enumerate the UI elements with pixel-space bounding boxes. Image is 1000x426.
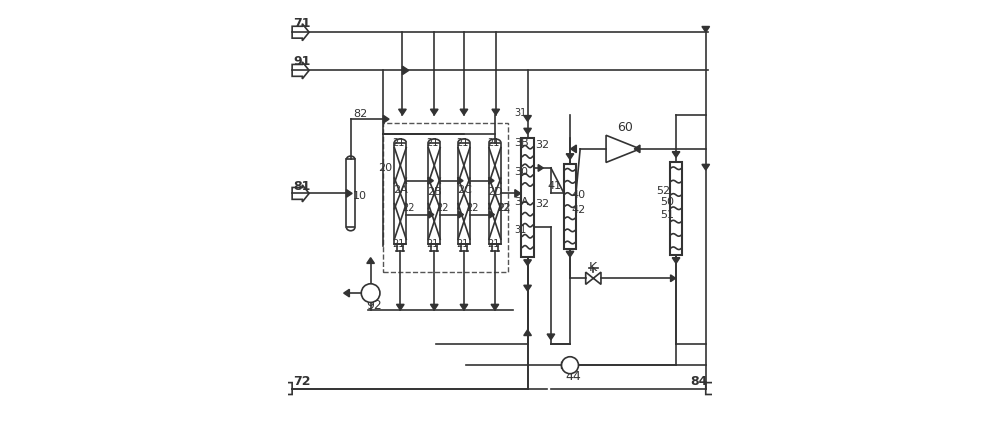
Text: 30: 30 <box>514 167 528 177</box>
Polygon shape <box>430 110 438 115</box>
Text: 21: 21 <box>487 239 500 249</box>
Polygon shape <box>428 178 433 184</box>
Polygon shape <box>634 146 640 153</box>
Polygon shape <box>460 110 468 115</box>
Text: 3A: 3A <box>514 196 529 207</box>
Polygon shape <box>524 260 531 266</box>
Text: 41: 41 <box>548 181 562 190</box>
Text: 21: 21 <box>393 137 405 147</box>
Polygon shape <box>524 285 531 291</box>
Polygon shape <box>547 334 555 340</box>
Bar <box>346 160 355 228</box>
Polygon shape <box>702 165 710 171</box>
Bar <box>521 139 534 257</box>
Text: 22: 22 <box>402 203 415 213</box>
Text: 50: 50 <box>660 196 674 207</box>
Text: 20: 20 <box>378 163 392 173</box>
Polygon shape <box>565 190 570 197</box>
Text: 2C: 2C <box>458 184 472 194</box>
Polygon shape <box>460 305 468 311</box>
Text: 42: 42 <box>571 205 586 215</box>
Polygon shape <box>492 110 500 115</box>
Text: 71: 71 <box>293 17 310 30</box>
Text: 92: 92 <box>366 298 382 311</box>
Text: 2A: 2A <box>393 184 408 194</box>
Polygon shape <box>571 146 576 153</box>
Polygon shape <box>429 212 434 219</box>
Polygon shape <box>399 110 406 115</box>
Polygon shape <box>606 136 640 163</box>
Bar <box>458 143 470 245</box>
Polygon shape <box>672 152 680 158</box>
Text: 51: 51 <box>660 209 674 219</box>
Polygon shape <box>292 25 309 42</box>
Text: 44: 44 <box>566 369 582 382</box>
Polygon shape <box>402 67 409 75</box>
Text: 10: 10 <box>352 190 366 200</box>
Polygon shape <box>671 275 676 282</box>
Text: 3B: 3B <box>514 137 529 147</box>
Polygon shape <box>566 154 574 160</box>
Polygon shape <box>458 178 463 184</box>
Polygon shape <box>430 305 438 311</box>
Text: 2D: 2D <box>487 187 503 197</box>
Bar <box>670 162 682 255</box>
Text: 21: 21 <box>427 137 439 147</box>
Text: 52: 52 <box>656 186 670 196</box>
Text: 32: 32 <box>535 199 549 209</box>
Polygon shape <box>344 290 349 297</box>
Polygon shape <box>292 185 309 202</box>
Text: 31: 31 <box>514 108 527 118</box>
Polygon shape <box>491 305 499 311</box>
Circle shape <box>562 357 578 374</box>
Polygon shape <box>586 273 601 285</box>
Polygon shape <box>489 178 494 184</box>
Text: 82: 82 <box>354 109 368 118</box>
Polygon shape <box>702 27 710 33</box>
Text: 32: 32 <box>535 139 549 150</box>
Text: 40: 40 <box>571 190 585 199</box>
Bar <box>489 143 501 245</box>
Text: 21: 21 <box>393 239 405 249</box>
Polygon shape <box>458 212 464 219</box>
Circle shape <box>361 284 380 303</box>
Text: 91: 91 <box>293 55 310 68</box>
Text: 72: 72 <box>293 374 310 387</box>
Text: 81: 81 <box>293 180 310 193</box>
Polygon shape <box>562 362 567 369</box>
Text: 22: 22 <box>497 203 510 213</box>
Polygon shape <box>489 212 494 219</box>
Text: 22: 22 <box>466 203 479 213</box>
Bar <box>564 164 576 249</box>
Text: 22: 22 <box>436 203 449 213</box>
Text: 22: 22 <box>498 203 510 213</box>
Text: 21: 21 <box>456 239 469 249</box>
Text: 84: 84 <box>690 374 707 387</box>
Polygon shape <box>529 225 534 231</box>
Text: 2B: 2B <box>427 187 442 197</box>
Polygon shape <box>515 190 521 198</box>
Text: 60: 60 <box>617 121 633 133</box>
Polygon shape <box>566 252 574 257</box>
Polygon shape <box>706 380 723 397</box>
Text: K: K <box>589 260 597 273</box>
Polygon shape <box>396 305 404 311</box>
Polygon shape <box>524 330 531 336</box>
Polygon shape <box>524 129 531 135</box>
Bar <box>428 143 440 245</box>
Bar <box>383 124 508 272</box>
Polygon shape <box>524 116 531 122</box>
Polygon shape <box>672 258 680 264</box>
Text: 21: 21 <box>456 137 469 147</box>
Polygon shape <box>292 63 309 80</box>
Text: 21: 21 <box>487 137 500 147</box>
Polygon shape <box>538 165 543 172</box>
Polygon shape <box>275 380 292 397</box>
Bar <box>394 143 406 245</box>
Polygon shape <box>383 116 389 124</box>
Polygon shape <box>367 258 374 264</box>
Text: 31: 31 <box>514 224 527 234</box>
Polygon shape <box>346 190 352 198</box>
Text: 21: 21 <box>427 239 439 249</box>
